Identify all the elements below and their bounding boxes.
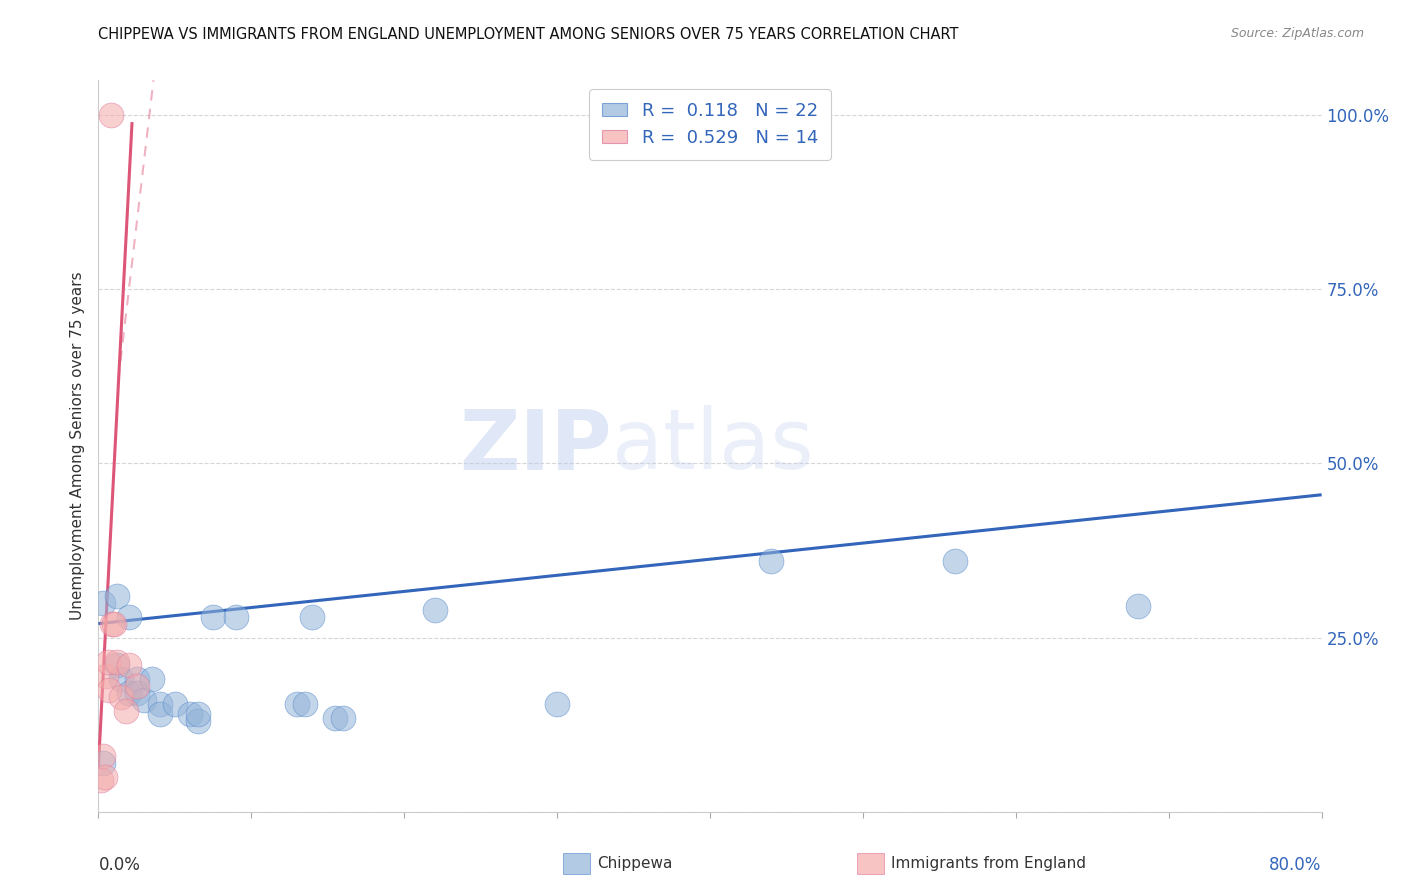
- Point: [301, 609, 323, 624]
- Point: [125, 686, 148, 700]
- Point: [91, 749, 114, 764]
- Point: [105, 589, 128, 603]
- Point: [118, 609, 141, 624]
- Legend: R =  0.118   N = 22, R =  0.529   N = 14: R = 0.118 N = 22, R = 0.529 N = 14: [589, 89, 831, 160]
- Point: [101, 616, 124, 631]
- Point: [103, 616, 125, 631]
- Point: [97, 655, 120, 669]
- Y-axis label: Unemployment Among Seniors over 75 years: Unemployment Among Seniors over 75 years: [70, 272, 86, 620]
- Point: [325, 711, 347, 725]
- Point: [546, 697, 568, 711]
- Point: [332, 711, 354, 725]
- Point: [115, 704, 138, 718]
- Text: Chippewa: Chippewa: [598, 856, 673, 871]
- Text: CHIPPEWA VS IMMIGRANTS FROM ENGLAND UNEMPLOYMENT AMONG SENIORS OVER 75 YEARS COR: CHIPPEWA VS IMMIGRANTS FROM ENGLAND UNEM…: [98, 27, 959, 42]
- Point: [163, 697, 186, 711]
- Point: [285, 697, 308, 711]
- Point: [105, 655, 128, 669]
- Text: ZIP: ZIP: [460, 406, 612, 486]
- Point: [225, 609, 247, 624]
- Point: [91, 596, 114, 610]
- Point: [125, 673, 148, 687]
- Point: [187, 707, 209, 722]
- Point: [105, 658, 128, 673]
- Point: [202, 609, 225, 624]
- Point: [98, 682, 121, 697]
- Point: [141, 673, 163, 687]
- Point: [118, 686, 141, 700]
- Point: [759, 554, 782, 568]
- Point: [94, 669, 117, 683]
- Text: Immigrants from England: Immigrants from England: [891, 856, 1085, 871]
- Point: [91, 756, 114, 770]
- Point: [294, 697, 316, 711]
- FancyBboxPatch shape: [564, 854, 591, 874]
- Point: [110, 673, 132, 687]
- Point: [134, 693, 156, 707]
- Point: [149, 697, 172, 711]
- Point: [179, 707, 201, 722]
- Point: [118, 658, 141, 673]
- Text: Source: ZipAtlas.com: Source: ZipAtlas.com: [1230, 27, 1364, 40]
- Point: [125, 679, 148, 693]
- Point: [110, 690, 132, 704]
- FancyBboxPatch shape: [856, 854, 884, 874]
- Text: atlas: atlas: [612, 406, 814, 486]
- Point: [1128, 599, 1150, 614]
- Point: [93, 770, 115, 784]
- Point: [187, 714, 209, 728]
- Text: 80.0%: 80.0%: [1270, 855, 1322, 873]
- Text: 0.0%: 0.0%: [98, 855, 141, 873]
- Point: [943, 554, 966, 568]
- Point: [90, 773, 112, 788]
- Point: [149, 707, 172, 722]
- Point: [423, 603, 446, 617]
- Point: [100, 108, 122, 122]
